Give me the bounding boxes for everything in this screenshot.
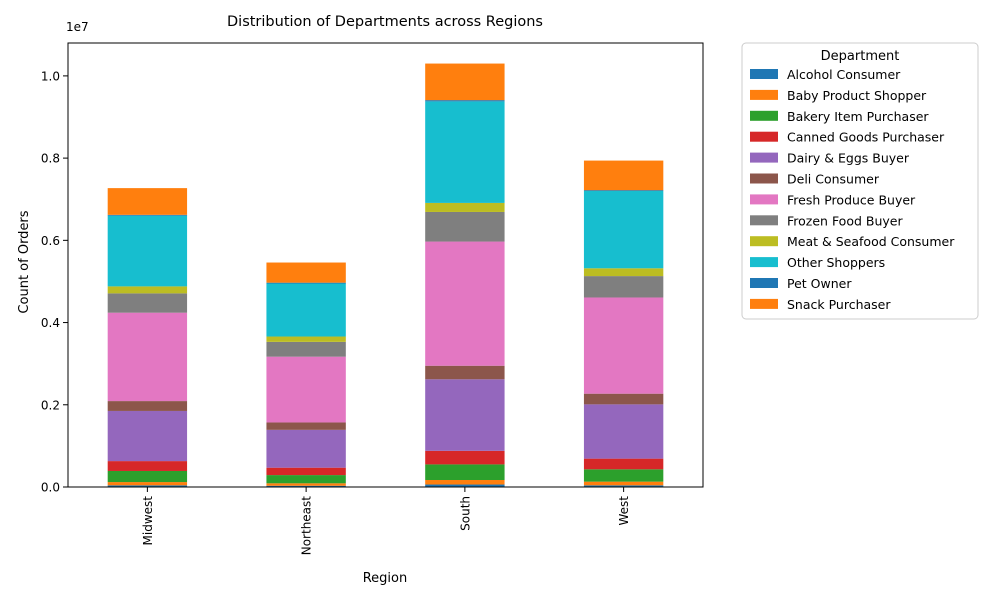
legend: Department Alcohol Consumer Baby Product … [741,42,979,320]
legend-label: Dairy & Eggs Buyer [787,151,910,166]
x-axis-label: Region [363,571,408,586]
y-tick-label: 0.0 [41,481,60,495]
bar-segment [425,379,505,451]
legend-label: Other Shoppers [787,255,885,270]
x-tick-label: Northeast [300,496,314,556]
bar-segment [266,485,346,487]
bar-segment [583,481,664,486]
legend-swatch [750,278,778,288]
bar-segment [583,469,664,482]
bar-segment [425,464,505,481]
bar-segment [107,482,188,486]
legend-swatch [750,152,778,163]
bar-segment [425,211,505,242]
x-tick-label: South [458,496,472,531]
bar-segment [583,297,664,394]
y-tick-label: 0.6 [41,234,60,248]
legend-label: Alcohol Consumer [787,67,901,82]
bars-layer [107,63,664,487]
legend-label: Baby Product Shopper [787,88,927,103]
legend-label: Snack Purchaser [787,297,891,312]
bar-segment [583,191,664,269]
bar-segment [107,188,188,215]
bar-segment [107,293,188,313]
bar-segment [583,190,664,191]
legend-label: Bakery Item Purchaser [787,109,929,124]
bar-segment [425,450,505,465]
bar-segment [266,422,346,430]
y-tick-label: 1.0 [41,69,60,83]
legend-label: Meat & Seafood Consumer [787,234,955,249]
legend-label: Deli Consumer [787,172,880,187]
y-tick-label: 0.8 [41,152,60,166]
bar-segment [107,215,188,287]
legend-frame [741,42,979,320]
bar-segment [425,241,505,366]
bar-segment [266,475,346,484]
y-axis-label: Count of Orders [17,210,32,313]
bar-segment [107,485,188,487]
bar-segment [583,268,664,277]
legend-swatch [750,215,778,226]
bar-segment [107,410,188,462]
legend-swatch [750,194,778,205]
bar-segment [107,401,188,411]
y-axis-multiplier: 1e7 [66,20,89,34]
axes-layer: 0.0 0.2 0.4 0.6 0.8 1.0 Midwest Northeast South W… [41,42,704,556]
bar-segment [425,365,505,380]
bar-segment [425,63,505,101]
bar-segment [583,160,664,191]
bar-segment [583,458,664,470]
bar-segment [107,470,188,483]
bar-segment [107,312,188,402]
x-tick-label: West [617,496,631,526]
bar-segment [266,483,346,486]
legend-label: Canned Goods Purchaser [787,130,945,145]
bar-segment [425,484,505,487]
bar-segment [107,461,188,471]
bar-segment [583,485,664,487]
legend-swatch [750,69,778,79]
bar-segment [266,341,346,357]
bar-segment [266,467,346,476]
bar-segment [266,429,346,468]
bar-segment [583,393,664,405]
bar-segment [425,101,505,203]
bar-segment [266,283,346,337]
plot-frame [67,42,704,488]
x-tick-label: Midwest [141,496,155,546]
y-tick-label: 0.4 [41,316,60,330]
chart-title: Distribution of Departments across Regio… [227,14,543,30]
legend-swatch [750,110,778,121]
bar-segment [425,100,505,102]
bar-segment [583,404,664,459]
legend-swatch [750,131,778,142]
legend-swatch [750,236,778,247]
bar-segment [425,202,505,212]
bar-segment [266,356,346,423]
bar-segment [107,214,188,216]
legend-swatch [750,298,778,309]
bar-segment [583,276,664,298]
bar-segment [266,282,346,284]
bar-segment [266,262,346,283]
legend-label: Fresh Produce Buyer [787,192,916,207]
legend-label: Frozen Food Buyer [787,213,903,228]
bar-segment [107,286,188,294]
bar-segment [266,336,346,342]
legend-title: Department [821,49,900,64]
legend-items: Alcohol Consumer Baby Product Shopper Bake… [750,67,955,312]
legend-swatch [750,257,778,268]
legend-label: Pet Owner [787,276,852,291]
y-tick-label: 0.2 [41,398,60,412]
bar-segment [425,480,505,485]
legend-swatch [750,173,778,184]
legend-swatch [750,89,778,100]
